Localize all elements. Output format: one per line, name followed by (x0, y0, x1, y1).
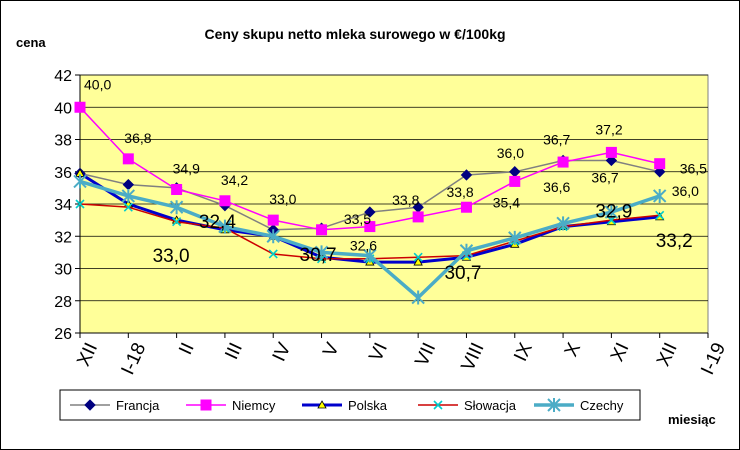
data-point (556, 216, 570, 231)
data-point (604, 205, 619, 220)
y-tick-label: 32 (54, 229, 72, 246)
data-point (73, 174, 87, 189)
data-label: 32,9 (595, 202, 632, 223)
data-label: 33,5 (344, 211, 371, 227)
data-point (74, 101, 86, 113)
data-point (655, 210, 665, 220)
data-point (460, 169, 473, 181)
data-point (459, 243, 474, 258)
data-label: 30,7 (300, 245, 337, 266)
data-point (605, 146, 617, 158)
y-tick-label: 42 (54, 68, 72, 85)
data-point (316, 224, 328, 236)
data-label: 36,6 (543, 179, 570, 195)
data-label: 33,0 (153, 246, 190, 267)
data-point (411, 290, 425, 305)
legend-marker (84, 399, 96, 411)
data-point (123, 202, 133, 212)
data-point (413, 252, 423, 262)
data-point (171, 183, 183, 195)
y-axis-label: cena (16, 35, 46, 50)
data-label: 34,2 (221, 172, 248, 188)
legend-label: Czechy (580, 398, 624, 413)
series-2 (74, 101, 666, 236)
y-tick-label: 26 (54, 326, 72, 343)
chart-title: Ceny skupu netto mleka surowego w €/100k… (204, 26, 505, 42)
data-label: 36,0 (672, 183, 699, 199)
data-point (605, 154, 618, 167)
y-tick-label: 28 (54, 294, 72, 311)
data-point (314, 245, 329, 260)
data-label: 40,0 (84, 76, 111, 92)
data-label: 30,7 (444, 263, 481, 284)
x-axis-label: miesiąc (668, 412, 716, 427)
data-point (267, 214, 279, 226)
data-label: 33,8 (392, 192, 419, 208)
data-point (364, 206, 376, 218)
data-label: 36,7 (591, 169, 618, 185)
data-label: 34,9 (173, 160, 200, 176)
data-point (653, 166, 666, 178)
legend-entry: Francja (70, 398, 160, 413)
legend: Francja Niemcy Polska Słowacja Czechy (59, 389, 641, 421)
legend-marker (547, 398, 561, 412)
data-point (363, 248, 377, 263)
data-point (364, 221, 376, 233)
data-point (557, 156, 569, 168)
data-label: 37,2 (595, 121, 622, 137)
data-label: 32,6 (350, 238, 377, 254)
legend-marker (317, 400, 327, 409)
data-label: 36,8 (124, 130, 151, 146)
data-point (219, 195, 231, 207)
y-tick-label: 40 (54, 100, 72, 117)
data-point (460, 201, 472, 213)
legend-entry: Słowacja (418, 398, 517, 413)
legend-label: Słowacja (464, 398, 517, 413)
legend-label: Francja (116, 398, 160, 413)
data-point (122, 153, 134, 165)
series-5 (73, 174, 667, 305)
legend-marker (200, 399, 212, 411)
data-label: 35,4 (493, 194, 520, 210)
data-point (654, 158, 666, 170)
data-point (508, 230, 522, 245)
data-point (412, 211, 424, 223)
y-tick-label: 38 (54, 133, 72, 150)
y-tick-label: 34 (54, 197, 72, 214)
y-tick-label: 36 (54, 165, 72, 182)
data-point (121, 188, 136, 203)
data-point (172, 217, 182, 227)
data-label: 36,0 (497, 145, 524, 161)
data-point (169, 200, 184, 215)
legend-entry: Polska (302, 398, 388, 413)
legend-entry: Czechy (534, 398, 624, 413)
data-label: 36,5 (680, 161, 707, 177)
data-point (606, 215, 616, 225)
data-point (509, 175, 521, 187)
data-label: 33,0 (269, 191, 296, 207)
y-tick-label: 30 (54, 262, 72, 279)
data-point (413, 257, 423, 266)
legend-label: Niemcy (232, 398, 276, 413)
legend-label: Polska (348, 398, 388, 413)
legend-marker (433, 400, 443, 410)
legend-entry: Niemcy (186, 398, 276, 413)
data-label: 33,8 (446, 184, 473, 200)
data-point (268, 249, 278, 259)
data-point (652, 188, 667, 203)
data-point (218, 219, 232, 234)
data-label: 36,7 (543, 131, 570, 147)
data-point (266, 229, 280, 244)
data-label: 33,2 (656, 231, 693, 252)
data-label: 32,4 (199, 212, 236, 233)
data-point (75, 199, 85, 209)
